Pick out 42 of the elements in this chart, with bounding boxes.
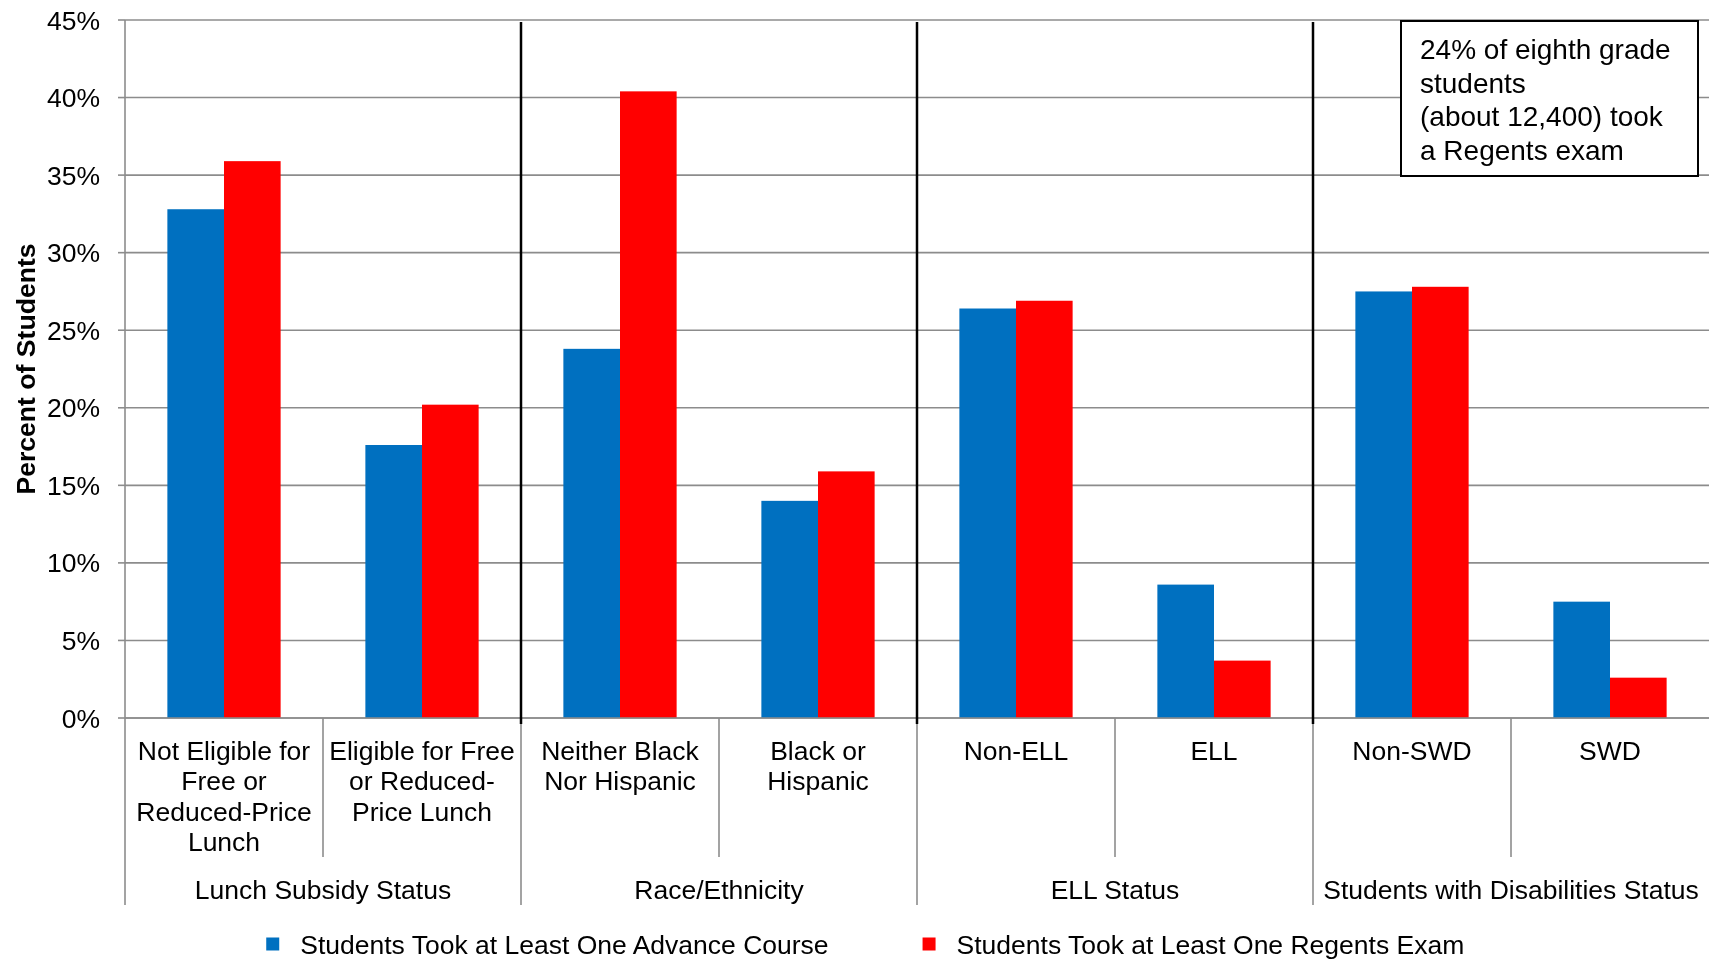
- y-tick-label: 5%: [61, 625, 100, 656]
- bar: [563, 348, 620, 718]
- x-tick-label: Eligible for Free or Reduced-Price Lunch: [329, 735, 515, 827]
- y-tick-label: 20%: [46, 393, 100, 424]
- y-tick-label: 0%: [61, 703, 100, 734]
- y-tick-label: 15%: [46, 470, 100, 501]
- legend-label: Students Took at Least One Regents Exam: [956, 929, 1465, 960]
- bar: [1214, 660, 1271, 718]
- bar: [959, 308, 1016, 718]
- y-tick-label: 35%: [46, 160, 100, 191]
- y-tick-label: 40%: [46, 83, 100, 114]
- x-tick-label: SWD: [1579, 735, 1641, 766]
- bar: [620, 91, 677, 718]
- bar: [1412, 286, 1469, 718]
- bar: [422, 404, 479, 718]
- x-tick-label: Non-SWD: [1352, 735, 1472, 766]
- text: Lunch Subsidy Status: [194, 874, 452, 905]
- y-tick-label: 25%: [46, 315, 100, 346]
- x-tick-label: ELL: [1190, 735, 1238, 766]
- bar: [1016, 300, 1073, 718]
- bar: [224, 161, 281, 718]
- x-tick-label: Neither Black Nor Hispanic: [541, 735, 700, 796]
- bar: [818, 471, 875, 718]
- bar: [1157, 584, 1214, 718]
- x-tick-label: Non-ELL: [963, 735, 1069, 766]
- text: Students with Disabilities Status: [1323, 874, 1699, 905]
- y-tick-label: 10%: [46, 548, 100, 579]
- x-tick-label: Not Eligible for Free or Reduced-Price Lunch: [136, 735, 312, 857]
- text: Race/Ethnicity: [634, 874, 805, 905]
- y-axis-title: Percent of Students: [11, 243, 41, 495]
- annotation: 24% of eighth grade students (about 12,400) took a Regents exam: [1420, 34, 1671, 166]
- bar: [1610, 677, 1667, 718]
- bar: [761, 500, 818, 718]
- bar: [1553, 601, 1610, 718]
- bar: [1355, 291, 1412, 718]
- text: ELL Status: [1050, 874, 1180, 905]
- x-tick-label: Black or Hispanic: [767, 735, 869, 796]
- y-tick-label: 45%: [46, 5, 100, 36]
- bar: [167, 209, 224, 718]
- y-tick-label: 30%: [46, 238, 100, 269]
- bar: [365, 445, 422, 718]
- legend-label: Students Took at Least One Advance Course: [300, 929, 829, 960]
